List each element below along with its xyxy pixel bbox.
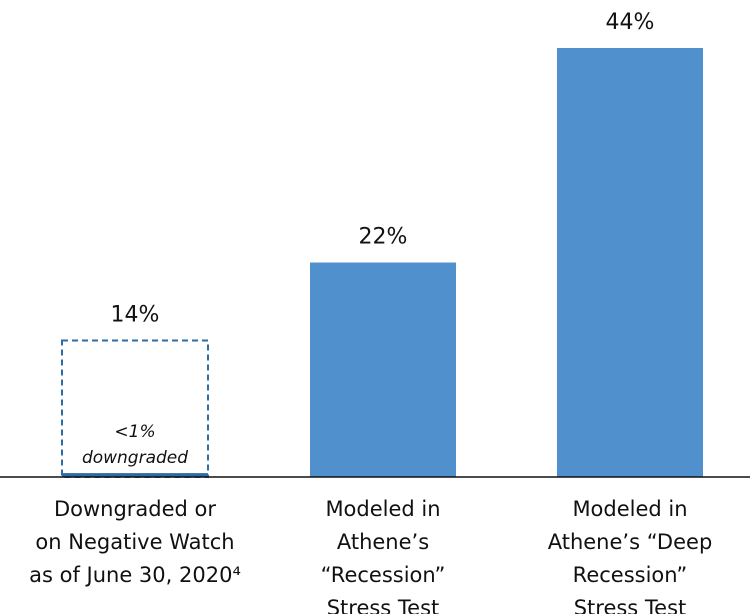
value-label: 14%	[111, 303, 160, 328]
x-tick-label: Modeled in	[572, 497, 687, 521]
x-tick-label: Athene’s “Deep	[548, 530, 713, 554]
x-tick-label: Athene’s	[337, 530, 429, 554]
value-label: 44%	[606, 10, 655, 35]
x-tick-label: Recession”	[573, 563, 688, 587]
x-tick-label: Downgraded or	[54, 497, 216, 521]
inner-note: downgraded	[82, 448, 188, 468]
x-tick-label: Stress Test	[327, 596, 440, 614]
bar	[557, 48, 703, 477]
x-tick-label: “Recession”	[321, 563, 446, 587]
value-label: 22%	[359, 225, 408, 250]
x-tick-label: on Negative Watch	[35, 530, 234, 554]
bar	[310, 262, 456, 477]
x-tick-label: Stress Test	[574, 596, 687, 614]
x-tick-label: Modeled in	[325, 497, 440, 521]
x-tick-label: as of June 30, 2020⁴	[29, 563, 241, 587]
inner-bar	[62, 473, 208, 477]
inner-label: <1%	[114, 422, 155, 442]
